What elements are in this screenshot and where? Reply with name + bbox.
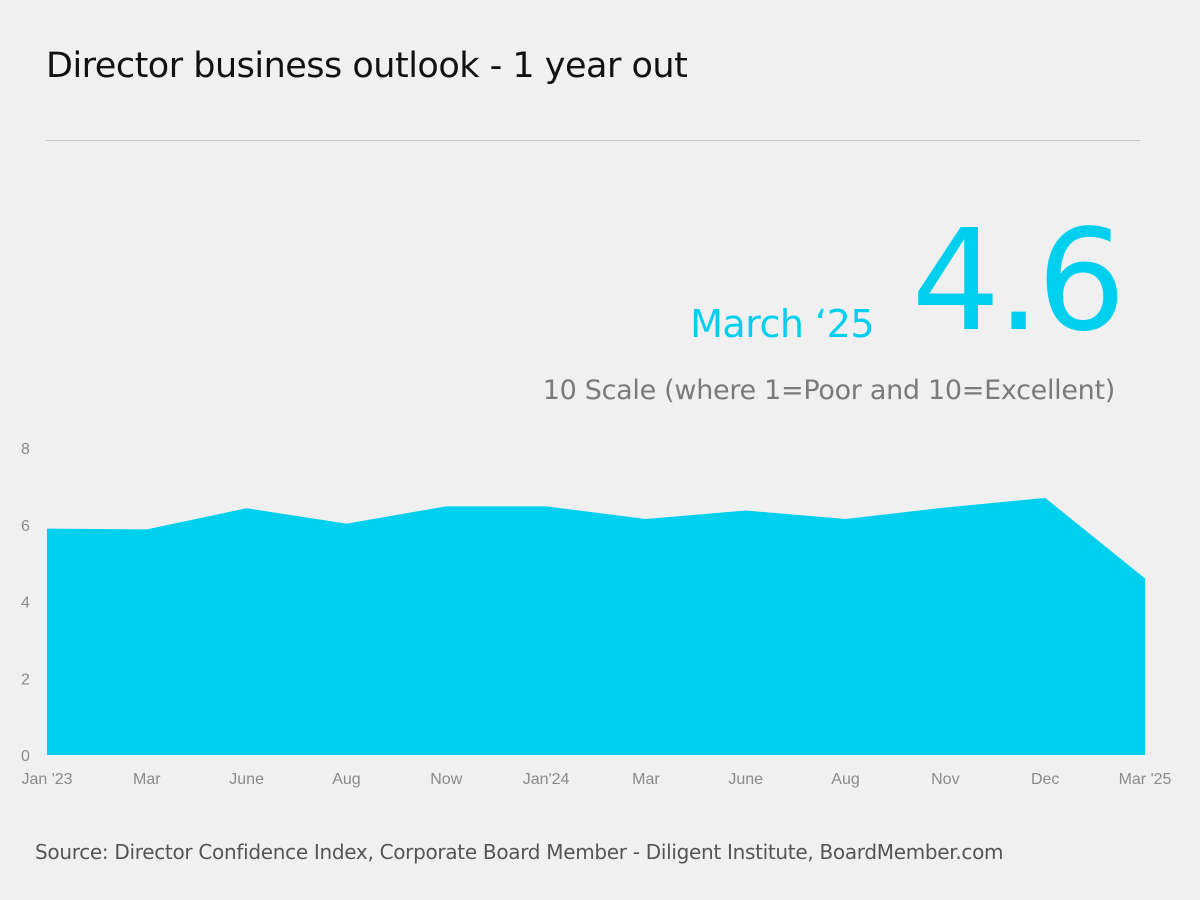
highlight-period-label: March ‘25 bbox=[690, 302, 874, 346]
x-tick-label: Dec bbox=[1031, 771, 1059, 788]
title-divider bbox=[46, 140, 1140, 141]
x-tick-label: Mar bbox=[632, 771, 660, 788]
chart-title: Director business outlook - 1 year out bbox=[46, 46, 688, 86]
y-tick-label: 2 bbox=[21, 671, 30, 688]
highlight-value: 4.6 bbox=[911, 200, 1126, 363]
x-tick-label: Jan '23 bbox=[21, 771, 72, 788]
source-note: Source: Director Confidence Index, Corpo… bbox=[35, 840, 1004, 864]
area-series bbox=[47, 497, 1145, 755]
x-tick-label: Now bbox=[430, 771, 462, 788]
x-tick-label: Aug bbox=[332, 771, 360, 788]
x-tick-label: Mar bbox=[133, 771, 161, 788]
x-tick-label: Jan'24 bbox=[523, 771, 570, 788]
y-tick-label: 0 bbox=[21, 748, 30, 765]
y-tick-label: 6 bbox=[21, 518, 30, 535]
x-tick-label: June bbox=[728, 771, 763, 788]
y-tick-label: 4 bbox=[21, 595, 30, 612]
x-tick-label: Nov bbox=[931, 771, 959, 788]
y-tick-label: 8 bbox=[21, 441, 30, 458]
x-tick-label: Mar '25 bbox=[1119, 771, 1172, 788]
scale-note: 10 Scale (where 1=Poor and 10=Excellent) bbox=[542, 375, 1116, 406]
x-tick-label: Aug bbox=[831, 771, 859, 788]
x-tick-label: June bbox=[229, 771, 264, 788]
